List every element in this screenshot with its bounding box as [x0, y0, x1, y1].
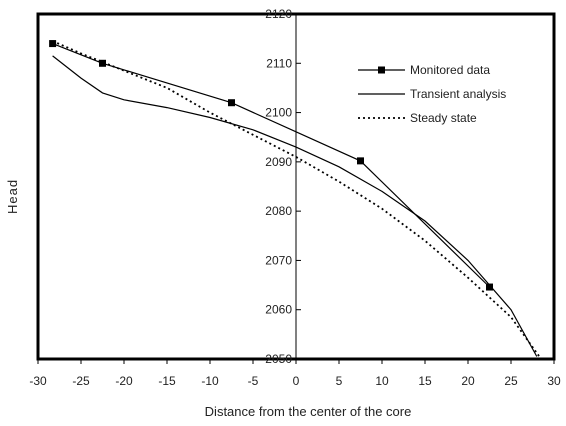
y-tick-label-clipped: 2120	[265, 7, 292, 21]
x-tick-label: -10	[201, 374, 219, 388]
data-point-3	[228, 99, 235, 107]
legend-marker	[378, 66, 385, 74]
y-tick-label: 2080	[265, 204, 292, 218]
series-line-2	[52, 55, 538, 357]
x-tick-label: -15	[158, 374, 176, 388]
legend-label-2: Transient analysis	[410, 87, 506, 101]
series-line-3	[52, 40, 542, 360]
x-axis-label: Distance from the center of the core	[205, 404, 412, 419]
x-tick-label: 15	[418, 374, 432, 388]
data-point-4	[357, 157, 364, 165]
x-tick-label: 20	[461, 374, 475, 388]
axis-ticks	[37, 62, 555, 364]
data-point-5	[486, 283, 493, 291]
y-tick-label: 2090	[265, 155, 292, 169]
legend-label-1: Monitored data	[410, 63, 490, 77]
x-tick-label: -25	[72, 374, 90, 388]
y-tick-label: 2110	[266, 56, 292, 70]
legend: Monitored data Transient analysis Steady s…	[358, 63, 506, 125]
data-point-2	[99, 59, 106, 67]
y-tick-label: 2060	[265, 303, 292, 317]
legend-label-3: Steady state	[410, 111, 477, 125]
x-tick-label: 0	[293, 374, 300, 388]
data-point-1	[49, 40, 57, 48]
x-tick-label: 10	[375, 374, 389, 388]
x-tick-label: 30	[547, 374, 561, 388]
x-tick-label: -20	[115, 374, 133, 388]
x-tick-label: -30	[29, 374, 47, 388]
plot-marks	[49, 14, 542, 360]
x-tick-label: -5	[248, 374, 259, 388]
x-tick-label: 25	[504, 374, 518, 388]
y-tick-label: 2100	[265, 106, 292, 120]
y-tick-label-clipped: 2050	[265, 352, 292, 366]
axis-tick-labels: -30 -25 -20 -15 -10 -5 0 5 10 15 20 25 30 2060 2070 208…	[29, 7, 561, 388]
x-tick-label: 5	[336, 374, 343, 388]
y-tick-label: 2070	[265, 253, 292, 267]
y-axis-label: Head	[5, 179, 20, 214]
